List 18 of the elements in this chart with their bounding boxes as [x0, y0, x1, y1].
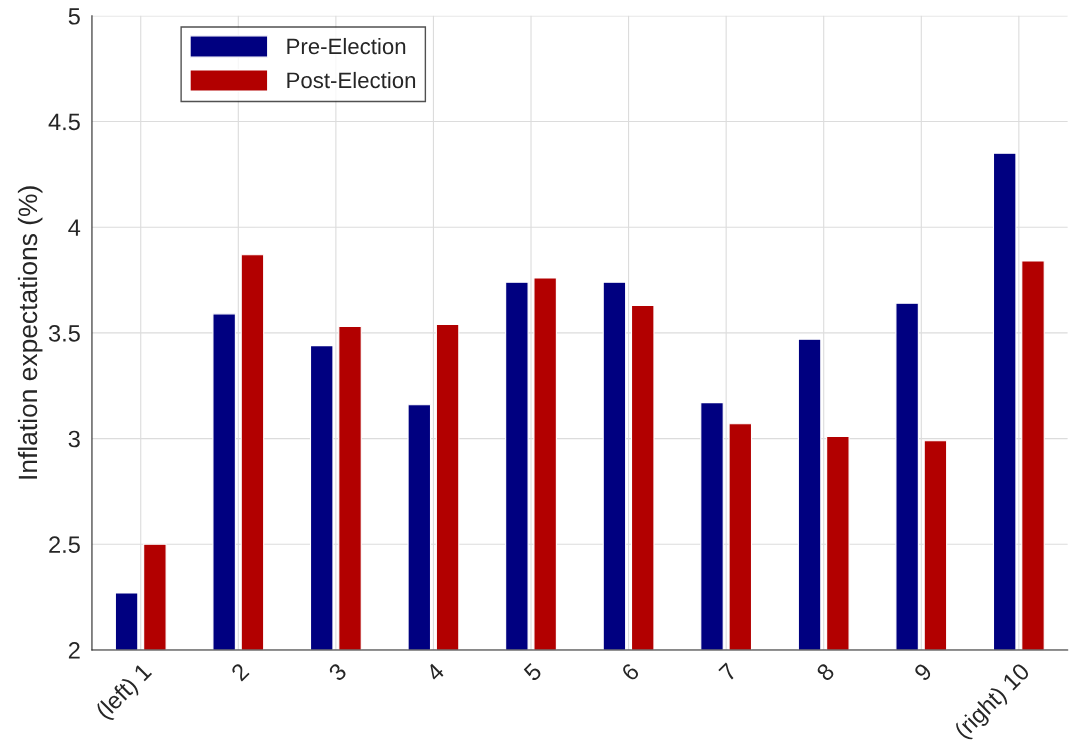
- x-tick-label: 5: [523, 662, 543, 682]
- y-tick-label: 2: [68, 642, 80, 659]
- legend-label: Pre-Election: [287, 37, 406, 55]
- y-tick-label: 2.5: [49, 536, 80, 554]
- y-tick-label: 4.5: [48, 113, 80, 131]
- x-tick-label: 2: [230, 662, 250, 682]
- y-tick-label: 5: [68, 8, 80, 25]
- x-tick-label: 3: [327, 662, 348, 682]
- y-tick-label: 4: [68, 219, 81, 236]
- y-tick-label: 3: [68, 430, 80, 448]
- y-tick-label: 3.5: [48, 324, 80, 342]
- x-tick-label: 7: [718, 662, 738, 682]
- legend-label: Post-Election: [287, 71, 416, 89]
- x-tick-label: 8: [815, 662, 836, 682]
- x-tick-label: 6: [620, 662, 641, 682]
- y-axis-title: Inflation expectations (%): [17, 186, 43, 479]
- x-tick-label: 4: [425, 662, 446, 683]
- x-tick-label: 9: [913, 662, 933, 682]
